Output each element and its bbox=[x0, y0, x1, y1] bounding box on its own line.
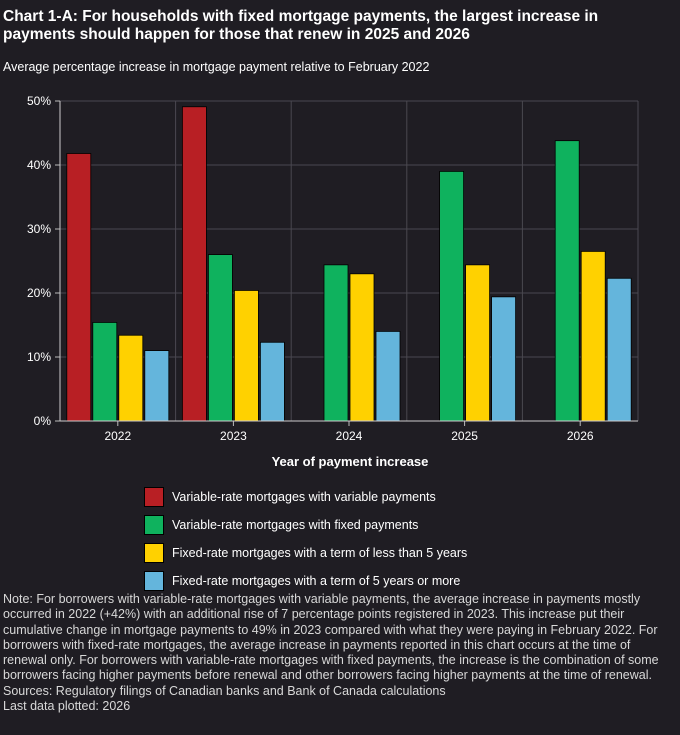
bar-2023-series-3 bbox=[233, 290, 259, 422]
bar-2022-series-2 bbox=[92, 322, 118, 422]
bar-2025-series-2 bbox=[439, 170, 465, 422]
x-axis-title: Year of payment increase bbox=[272, 454, 429, 469]
legend-item: Variable-rate mortgages with fixed payme… bbox=[144, 512, 467, 538]
bar-2023-series-1 bbox=[181, 106, 207, 422]
legend-swatch bbox=[144, 571, 164, 591]
legend-label: Fixed-rate mortgages with a term of less… bbox=[172, 546, 468, 560]
note-text: Note: For borrowers with variable-rate m… bbox=[3, 592, 659, 683]
bar-2023-series-4 bbox=[259, 341, 285, 422]
y-tick-label: 40% bbox=[27, 158, 51, 172]
legend-swatch bbox=[144, 515, 164, 535]
legend: Variable-rate mortgages with variable pa… bbox=[144, 484, 467, 596]
bar-2022-series-3 bbox=[118, 334, 144, 422]
y-tick-label: 20% bbox=[27, 286, 51, 300]
legend-label: Fixed-rate mortgages with a term of 5 ye… bbox=[172, 574, 461, 588]
legend-label: Variable-rate mortgages with variable pa… bbox=[172, 490, 436, 504]
bar-2024-series-2 bbox=[323, 264, 349, 422]
bar-2026-series-2 bbox=[554, 140, 580, 422]
x-tick-label: 2022 bbox=[104, 429, 131, 443]
bar-2026-series-3 bbox=[580, 250, 606, 422]
y-tick-label: 10% bbox=[27, 350, 51, 364]
bar-layer bbox=[66, 106, 632, 422]
legend-item: Fixed-rate mortgages with a term of 5 ye… bbox=[144, 568, 467, 594]
legend-item: Fixed-rate mortgages with a term of less… bbox=[144, 540, 467, 566]
notes: Note: For borrowers with variable-rate m… bbox=[3, 592, 677, 714]
last-data-text: Last data plotted: 2026 bbox=[3, 699, 131, 714]
y-tick-label: 0% bbox=[34, 414, 52, 428]
legend-swatch bbox=[144, 543, 164, 563]
legend-item: Variable-rate mortgages with variable pa… bbox=[144, 484, 467, 510]
bar-2023-series-2 bbox=[207, 254, 233, 422]
legend-label: Variable-rate mortgages with fixed payme… bbox=[172, 518, 419, 532]
y-tick-label: 30% bbox=[27, 222, 51, 236]
x-tick-label: 2024 bbox=[336, 429, 363, 443]
axis-layer: 0% 10% 20% 30% 40% 50% 2022 2023 2024 2025 2026 bbox=[27, 94, 638, 443]
sources-text: Sources: Regulatory filings of Canadian … bbox=[3, 683, 446, 698]
chart-title: Chart 1-A: For households with fixed mor… bbox=[3, 8, 599, 43]
bar-2026-series-4 bbox=[606, 277, 632, 422]
x-tick-label: 2023 bbox=[220, 429, 247, 443]
y-tick-label: 50% bbox=[27, 94, 51, 108]
bar-2022-series-4 bbox=[144, 350, 170, 422]
x-tick-label: 2025 bbox=[451, 429, 478, 443]
bar-2024-series-3 bbox=[349, 273, 375, 422]
bar-2024-series-4 bbox=[375, 330, 401, 422]
bar-chart: 0% 10% 20% 30% 40% 50% 2022 2023 2024 2025 2026 Ye… bbox=[27, 94, 639, 469]
bar-2025-series-3 bbox=[465, 264, 491, 422]
chart-subtitle: Average percentage increase in mortgage … bbox=[3, 60, 430, 74]
bar-2022-series-1 bbox=[66, 153, 92, 422]
legend-swatch bbox=[144, 487, 164, 507]
x-tick-label: 2026 bbox=[567, 429, 594, 443]
bar-2025-series-4 bbox=[491, 296, 517, 422]
